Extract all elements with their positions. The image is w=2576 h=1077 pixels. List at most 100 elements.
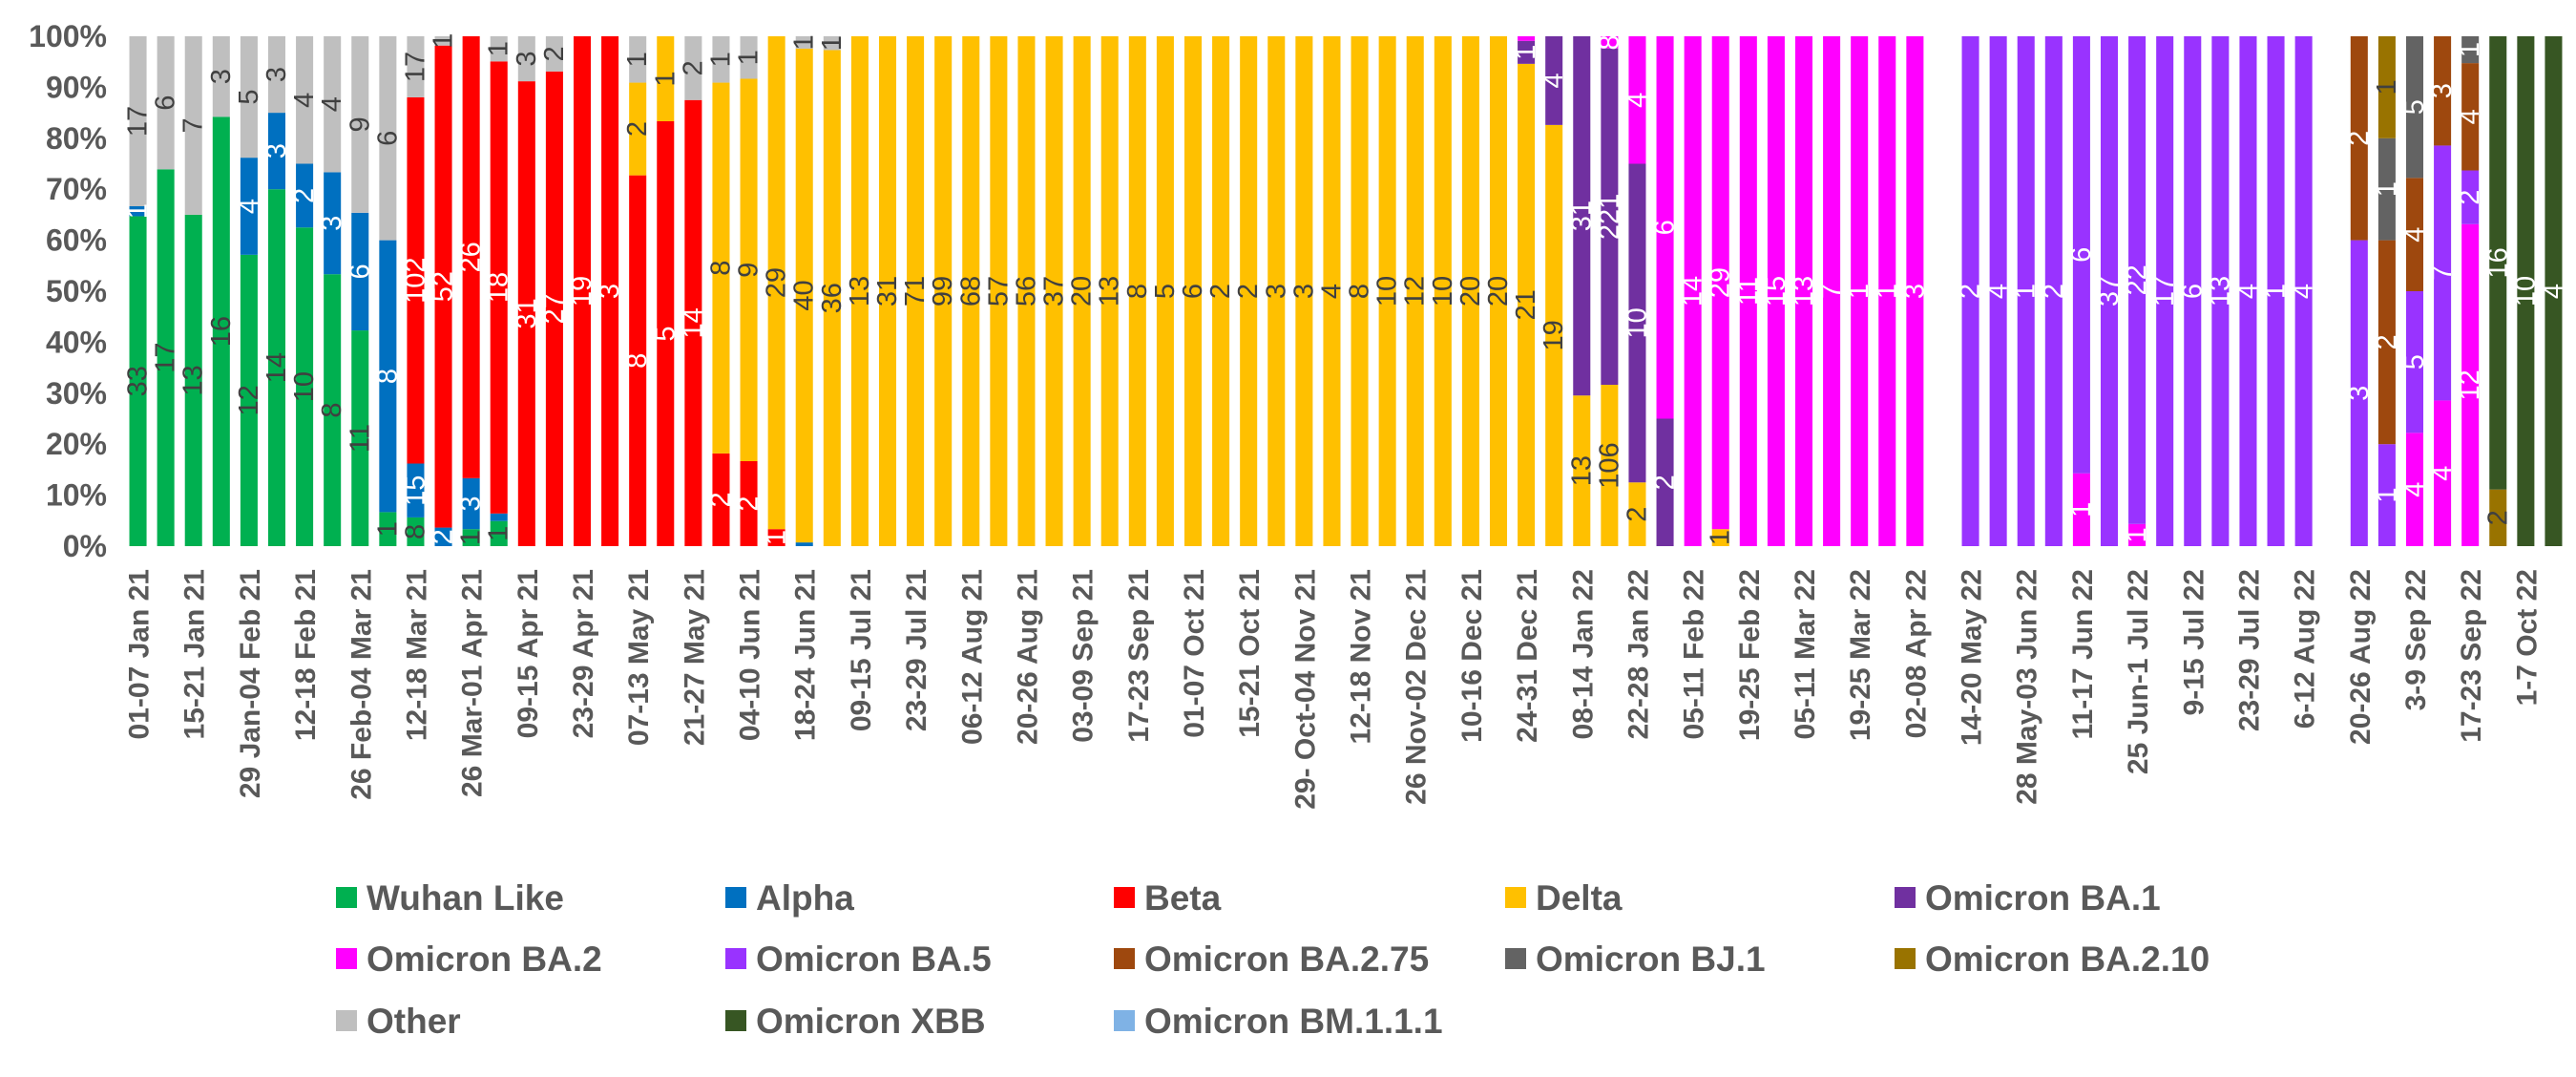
data-label-81-2: 1 (2372, 181, 2402, 197)
bar-segment-46-0 (1406, 36, 1424, 546)
legend-label: Alpha (756, 878, 854, 918)
data-label-22-1: 9 (734, 263, 764, 278)
data-label-25-1: 1 (817, 35, 848, 51)
bar-segment-14-1 (517, 36, 535, 82)
bar-segment-64-0 (1906, 36, 1924, 546)
legend-swatch (725, 887, 746, 908)
bar-segment-53-2 (1601, 36, 1619, 49)
x-tick-label: 29 Jan-04 Feb 21 (235, 569, 266, 798)
bar-segment-55-0 (1656, 418, 1674, 546)
bar-segment-13-2 (490, 61, 508, 514)
legend-swatch (1895, 948, 1916, 969)
data-label-3-0: 16 (206, 316, 237, 347)
data-label-83-1: 7 (2427, 265, 2458, 281)
bar-segment-84-2 (2461, 63, 2480, 171)
bar-segment-62-0 (1851, 36, 1869, 546)
data-label-22-2: 1 (734, 50, 764, 65)
bar-segment-24-2 (795, 36, 813, 49)
data-label-81-0: 1 (2372, 488, 2402, 503)
data-label-8-0: 11 (345, 424, 375, 453)
data-label-55-0: 2 (1650, 475, 1681, 490)
bar-segment-54-2 (1628, 36, 1646, 164)
bar-segment-82-1 (2405, 291, 2424, 433)
bar-segment-17-0 (601, 36, 619, 546)
data-label-70-0: 1 (2066, 502, 2097, 517)
bar-segment-55-1 (1656, 36, 1674, 419)
legend-swatch (1895, 887, 1916, 908)
y-tick-label: 0% (63, 529, 107, 563)
data-label-47-0: 10 (1428, 276, 1458, 306)
bar-segment-33-0 (1045, 36, 1063, 546)
y-tick-label: 60% (46, 223, 107, 258)
x-tick-label: 26 Feb-04 Mar 21 (346, 569, 377, 800)
data-label-81-3: 1 (2372, 79, 2402, 95)
data-label-87-0: 4 (2538, 284, 2568, 299)
bar-segment-12-0 (462, 529, 480, 546)
data-label-12-1: 3 (456, 496, 487, 511)
bar-segment-31-0 (990, 36, 1008, 546)
bar-segment-75-0 (2211, 36, 2230, 546)
bar-segment-39-0 (1212, 36, 1230, 546)
bar-segment-83-2 (2434, 36, 2452, 146)
x-tick-label: 26 Nov-02 Dec 21 (1401, 569, 1433, 805)
bar-segment-13-0 (490, 520, 508, 546)
bar-segment-70-0 (2072, 473, 2090, 546)
bar-segment-43-0 (1323, 36, 1341, 546)
x-tick-label: 6-12 Aug 22 (2290, 569, 2321, 729)
bar-segment-10-2 (407, 96, 425, 464)
y-tick-label: 30% (46, 376, 107, 411)
data-label-26-0: 13 (845, 276, 875, 306)
data-label-6-2: 4 (289, 93, 320, 108)
data-label-6-0: 10 (289, 371, 320, 402)
data-label-41-0: 3 (1261, 284, 1291, 299)
data-label-6-1: 2 (289, 188, 320, 203)
bar-segment-56-0 (1684, 36, 1702, 546)
data-label-27-0: 31 (872, 276, 903, 306)
data-label-14-1: 3 (512, 51, 542, 66)
data-label-18-2: 1 (622, 52, 653, 67)
legend-swatch (336, 887, 357, 908)
data-label-5-2: 3 (262, 67, 292, 82)
bar-segment-28-0 (907, 36, 925, 546)
data-label-82-1: 5 (2399, 354, 2430, 370)
data-label-55-1: 6 (1650, 220, 1681, 235)
x-tick-label: 19-25 Mar 22 (1845, 569, 1876, 741)
bar-segment-2-0 (184, 214, 202, 546)
data-label-57-1: 29 (1706, 267, 1736, 298)
bar-segment-10-0 (407, 517, 425, 546)
legend-swatch (1114, 948, 1135, 969)
data-label-13-2: 18 (484, 272, 514, 303)
data-label-13-0: 1 (484, 526, 514, 541)
data-label-84-3: 1 (2455, 42, 2485, 57)
bar-segment-9-0 (379, 512, 397, 546)
data-label-84-1: 2 (2455, 190, 2485, 205)
bar-segment-84-0 (2461, 223, 2480, 547)
bar-segment-23-1 (767, 36, 785, 530)
data-label-13-3: 1 (484, 41, 514, 56)
data-label-73-0: 17 (2149, 276, 2180, 306)
bar-segment-30-0 (962, 36, 980, 546)
data-label-64-0: 3 (1899, 284, 1930, 299)
data-label-0-1: 1 (123, 203, 154, 219)
bar-segment-82-3 (2405, 36, 2424, 179)
bar-segment-85-1 (2489, 36, 2507, 490)
y-tick-label: 10% (46, 478, 107, 513)
data-label-23-0: 1 (762, 530, 792, 545)
legend-label: Omicron BA.5 (756, 940, 992, 979)
bar-segment-60-0 (1794, 36, 1813, 546)
data-label-84-0: 12 (2455, 370, 2485, 400)
data-label-9-2: 6 (372, 131, 403, 146)
data-label-39-0: 2 (1205, 284, 1236, 299)
data-label-21-1: 8 (705, 261, 736, 276)
bar-segment-83-0 (2434, 400, 2452, 546)
bar-segment-25-0 (823, 50, 841, 547)
bar-segment-71-0 (2100, 36, 2119, 546)
bar-segment-8-0 (351, 330, 369, 546)
bar-segment-40-0 (1240, 36, 1258, 546)
data-label-56-0: 14 (1678, 276, 1708, 306)
data-label-86-0: 10 (2510, 276, 2541, 306)
data-label-7-1: 3 (317, 216, 347, 231)
bar-segment-15-1 (545, 36, 563, 72)
bar-segment-12-2 (462, 36, 480, 478)
